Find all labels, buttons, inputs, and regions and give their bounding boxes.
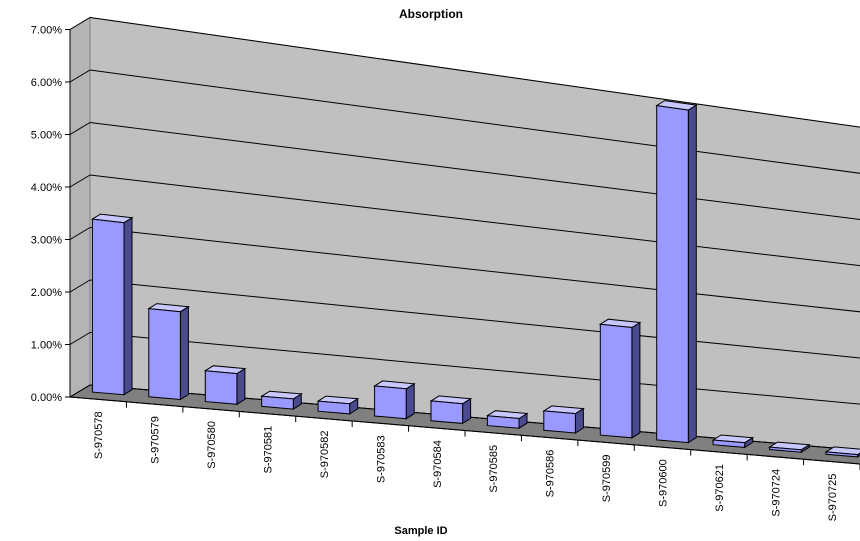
side-gridline [69, 122, 91, 135]
side-gridline [69, 174, 91, 188]
x-tick-label: S-970724 [770, 469, 782, 517]
bar-side [405, 382, 415, 420]
bar-s-970584 [429, 395, 473, 425]
bar-s-970582 [316, 395, 360, 415]
x-tick-label: S-970600 [657, 459, 669, 507]
y-tick-label: 5.00% [31, 130, 62, 142]
bar-s-970725 [824, 446, 860, 458]
bar-front [317, 400, 351, 415]
bar-front [656, 105, 689, 444]
bar-front [261, 395, 294, 410]
bar-side [687, 104, 697, 444]
side-gridline [69, 279, 91, 293]
axes: 0.00% 1.00% 2.00% 3.00% 4.00% 5.00% 6.00% 7.00%… [31, 25, 860, 522]
x-tick-label: S-970725 [827, 474, 839, 522]
y-tick-label: 7.00% [31, 25, 62, 37]
bar-s-970578 [90, 213, 134, 396]
bar-s-970599 [598, 318, 642, 439]
bar-front [543, 410, 576, 434]
side-gridline [69, 17, 91, 30]
gridlines [69, 17, 860, 451]
side-gridline [69, 384, 91, 398]
x-tick-label: S-970586 [545, 450, 557, 498]
gridline [89, 174, 860, 267]
chart-title: Absorption [399, 7, 463, 21]
bar-front [374, 385, 407, 420]
bar-s-970585 [485, 410, 529, 430]
bars [90, 100, 860, 458]
bar-s-970579 [147, 303, 190, 401]
x-tick-label: S-970581 [262, 426, 274, 474]
y-tick-label: 1.00% [31, 340, 62, 352]
bar-front [712, 439, 746, 448]
gridline [89, 332, 860, 405]
y-tick-label: 3.00% [31, 235, 62, 247]
x-tick-label: S-970599 [601, 455, 613, 503]
x-tick-label: S-970578 [93, 411, 105, 459]
bar-front [204, 370, 238, 405]
x-tick-label: S-970579 [150, 416, 162, 464]
x-tick-label: S-970584 [432, 440, 444, 488]
bar-front [769, 446, 802, 453]
x-tick-label: S-970580 [206, 421, 218, 469]
y-tick-label: 6.00% [31, 77, 62, 89]
side-gridline [69, 227, 91, 240]
x-tick-label: S-970583 [375, 435, 387, 483]
bar-front [825, 451, 859, 458]
side-gridline [69, 69, 91, 83]
bar-front [486, 415, 520, 429]
bar-side [179, 305, 189, 401]
gridline [89, 279, 860, 359]
bar-front [430, 400, 464, 424]
bar-front [148, 308, 181, 401]
gridline [89, 17, 860, 128]
bar-s-970581 [260, 390, 303, 411]
bar-side [123, 216, 133, 396]
bar-s-970586 [542, 405, 585, 434]
bar-s-970600 [655, 100, 698, 444]
bar-front [599, 323, 633, 439]
bar-s-970580 [203, 365, 247, 406]
gridline [89, 122, 860, 220]
side-wall-plane [69, 16, 91, 398]
bar-front [91, 218, 125, 396]
bar-s-970621 [711, 434, 755, 449]
x-tick-label: S-970621 [714, 464, 726, 512]
y-tick-label: 4.00% [31, 182, 62, 194]
y-tick-label: 0.00% [31, 392, 62, 404]
side-gridline [69, 332, 91, 345]
bar-side [631, 321, 641, 439]
x-axis-title: Sample ID [394, 525, 447, 537]
x-tick-label: S-970585 [488, 445, 500, 493]
gridline [89, 69, 860, 174]
bar-side [236, 367, 246, 406]
bar-s-970583 [373, 380, 416, 420]
x-tick-label: S-970582 [319, 430, 331, 478]
bar-s-970724 [768, 441, 811, 454]
gridline [89, 227, 860, 313]
y-tick-label: 2.00% [31, 287, 62, 299]
